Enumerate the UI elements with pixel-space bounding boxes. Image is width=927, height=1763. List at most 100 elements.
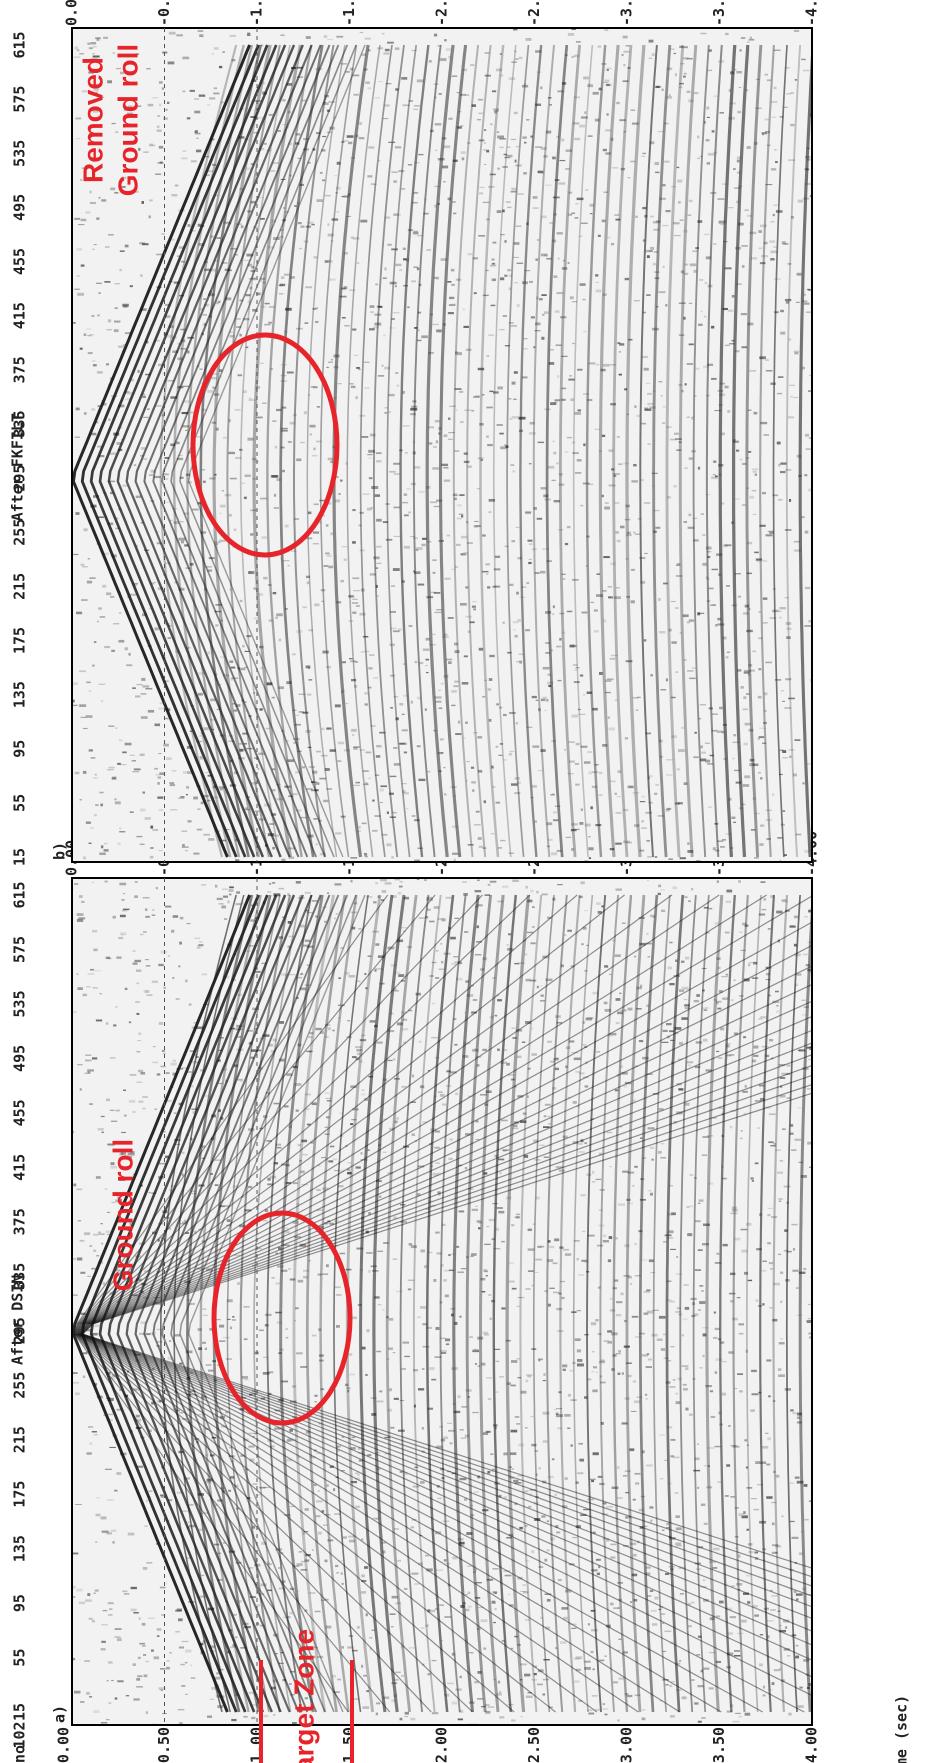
noise	[669, 1685, 672, 1687]
noise	[359, 826, 361, 828]
noise	[152, 97, 158, 98]
noise	[101, 1722, 108, 1723]
noise	[400, 1718, 403, 1721]
noise	[73, 1372, 78, 1374]
noise	[657, 1339, 663, 1341]
noise	[274, 507, 279, 508]
noise	[466, 761, 470, 762]
noise	[411, 1245, 417, 1248]
noise	[395, 264, 401, 266]
noise	[92, 1431, 97, 1432]
noise	[81, 599, 88, 600]
noise	[763, 1686, 765, 1689]
noise	[692, 250, 697, 252]
noise	[516, 1358, 520, 1360]
noise	[279, 639, 281, 642]
noise	[698, 1249, 703, 1251]
noise	[543, 697, 547, 700]
noise	[547, 1599, 551, 1602]
noise	[330, 532, 333, 535]
noise	[113, 1024, 116, 1026]
noise	[94, 641, 97, 643]
noise	[94, 814, 97, 816]
noise	[701, 752, 706, 754]
noise	[607, 69, 609, 71]
noise	[95, 804, 98, 806]
noise	[382, 1309, 384, 1310]
noise	[776, 911, 782, 914]
noise	[429, 921, 434, 923]
noise	[132, 771, 139, 772]
noise	[646, 1366, 652, 1368]
noise	[79, 895, 83, 898]
noise	[511, 1719, 516, 1721]
noise	[296, 1110, 299, 1112]
noise	[307, 964, 309, 966]
noise	[552, 1458, 555, 1460]
noise	[632, 1185, 634, 1187]
noise	[802, 1000, 806, 1001]
noise	[496, 703, 499, 705]
noise	[720, 1028, 724, 1031]
noise	[717, 1481, 721, 1483]
noise	[120, 915, 126, 917]
noise	[136, 836, 142, 837]
noise	[450, 1442, 453, 1444]
noise	[689, 457, 693, 459]
noise	[588, 135, 593, 137]
noise	[616, 998, 621, 1001]
noise	[215, 1677, 220, 1680]
noise	[417, 745, 421, 747]
noise	[435, 420, 440, 422]
noise	[752, 490, 757, 492]
noise	[670, 439, 677, 441]
noise	[768, 1208, 773, 1209]
noise	[207, 1715, 212, 1717]
noise	[288, 565, 290, 566]
noise	[285, 1228, 288, 1229]
noise	[766, 1359, 771, 1361]
noise	[172, 977, 174, 979]
noise	[603, 556, 609, 558]
noise	[503, 315, 507, 316]
noise	[662, 89, 664, 91]
noise	[89, 334, 93, 335]
noise	[774, 205, 778, 206]
noise	[420, 1481, 425, 1484]
noise	[513, 399, 516, 400]
noise	[95, 970, 101, 971]
noise	[486, 574, 488, 575]
noise	[471, 767, 474, 769]
noise	[553, 1292, 559, 1294]
noise	[108, 234, 114, 236]
noise	[679, 1660, 681, 1662]
noise	[790, 1521, 795, 1522]
noise	[92, 249, 95, 250]
noise	[194, 98, 199, 99]
noise	[541, 487, 547, 489]
noise	[93, 46, 97, 47]
noise	[223, 437, 227, 439]
noise	[284, 274, 290, 276]
noise	[142, 201, 144, 204]
noise	[685, 957, 689, 960]
noise	[217, 898, 223, 900]
noise	[596, 1371, 598, 1372]
noise	[136, 1082, 142, 1083]
noise	[159, 1022, 163, 1025]
noise	[615, 954, 621, 957]
noise	[117, 763, 121, 765]
noise	[179, 1363, 182, 1365]
noise	[625, 278, 629, 280]
noise	[150, 847, 153, 849]
noise	[232, 1316, 234, 1318]
noise	[803, 70, 810, 72]
noise	[461, 151, 466, 154]
noise	[108, 1602, 114, 1604]
noise	[616, 1353, 621, 1354]
noise	[329, 279, 336, 281]
noise	[795, 1656, 799, 1659]
noise	[529, 559, 532, 560]
noise	[178, 538, 185, 541]
noise	[679, 1042, 683, 1045]
